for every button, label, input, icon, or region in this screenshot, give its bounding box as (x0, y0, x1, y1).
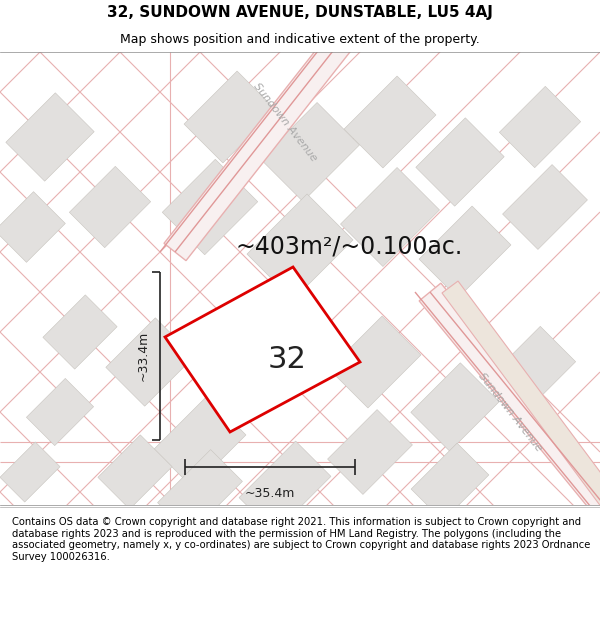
Text: Contains OS data © Crown copyright and database right 2021. This information is : Contains OS data © Crown copyright and d… (12, 517, 590, 562)
Polygon shape (164, 33, 351, 261)
Polygon shape (344, 76, 436, 168)
Polygon shape (499, 86, 581, 168)
Polygon shape (329, 316, 421, 408)
Polygon shape (416, 118, 504, 206)
Polygon shape (98, 435, 172, 509)
Text: Sundown Avenue: Sundown Avenue (476, 371, 544, 453)
Polygon shape (43, 295, 117, 369)
Text: ~33.4m: ~33.4m (137, 331, 150, 381)
Polygon shape (70, 166, 151, 248)
Polygon shape (154, 396, 246, 488)
Polygon shape (0, 192, 65, 262)
Text: ~35.4m: ~35.4m (245, 487, 295, 500)
Text: Map shows position and indicative extent of the property.: Map shows position and indicative extent… (120, 32, 480, 46)
Text: 32: 32 (268, 345, 307, 374)
Polygon shape (162, 159, 258, 255)
Polygon shape (341, 168, 439, 266)
Polygon shape (503, 164, 587, 249)
Polygon shape (260, 102, 359, 201)
Polygon shape (328, 409, 412, 494)
Polygon shape (442, 281, 600, 508)
Polygon shape (419, 206, 511, 298)
Polygon shape (494, 326, 575, 408)
Polygon shape (158, 449, 242, 534)
Polygon shape (239, 441, 331, 533)
Polygon shape (6, 92, 94, 181)
Text: ~403m²/~0.100ac.: ~403m²/~0.100ac. (235, 235, 462, 259)
Polygon shape (106, 318, 194, 406)
Text: Sundown Avenue: Sundown Avenue (251, 81, 319, 163)
Polygon shape (165, 267, 360, 432)
Polygon shape (26, 378, 94, 446)
Polygon shape (411, 362, 499, 451)
Text: 32, SUNDOWN AVENUE, DUNSTABLE, LU5 4AJ: 32, SUNDOWN AVENUE, DUNSTABLE, LU5 4AJ (107, 6, 493, 21)
Polygon shape (184, 71, 276, 163)
Polygon shape (247, 194, 353, 300)
Polygon shape (419, 283, 600, 521)
Polygon shape (411, 443, 489, 521)
Polygon shape (0, 442, 60, 502)
